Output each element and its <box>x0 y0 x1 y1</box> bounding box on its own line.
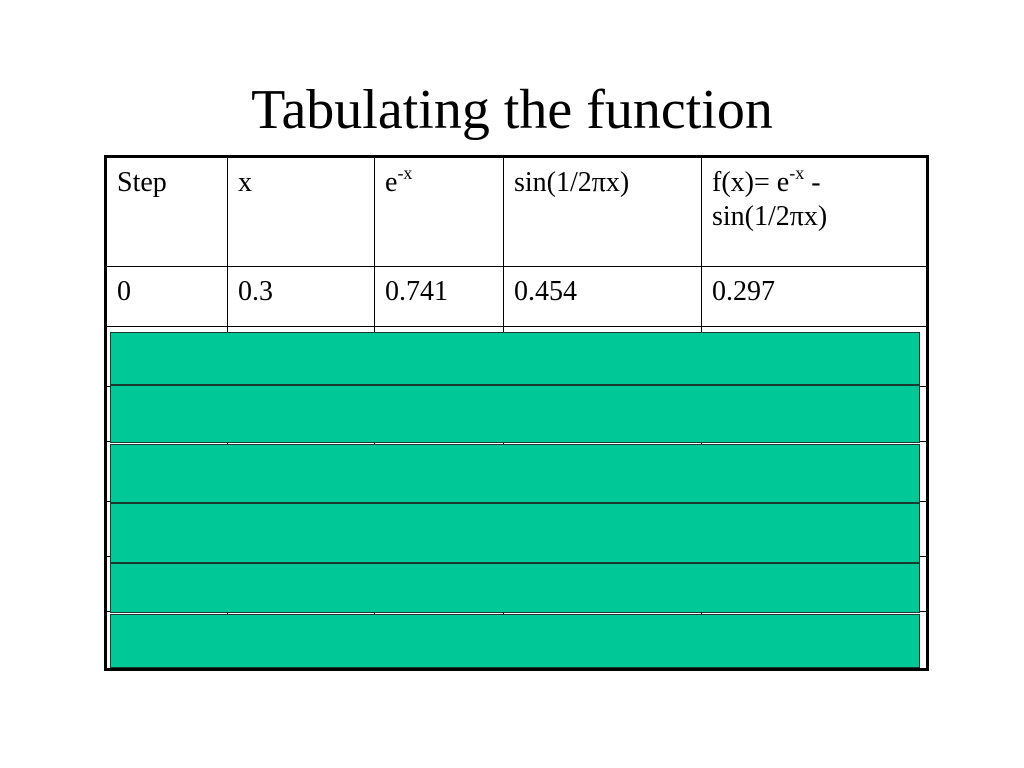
table-cell: 0.454 <box>503 266 702 327</box>
slide-title: Tabulating the function <box>251 79 773 141</box>
table-cell: 0.741 <box>374 266 504 327</box>
header-cell: f(x)= e-x - sin(1/2πx) <box>701 156 928 267</box>
header-cell: Step <box>105 156 228 267</box>
superscript: -x <box>397 163 413 183</box>
header-text: - sin(1/2πx) <box>712 167 828 232</box>
cover-box <box>110 503 920 563</box>
cover-box <box>110 385 920 443</box>
header-text: f(x)= e <box>712 167 790 198</box>
cover-box <box>110 444 920 503</box>
header-cell: sin(1/2πx) <box>503 156 702 267</box>
table-cell: 0.3 <box>227 266 375 327</box>
table-cell: 0.297 <box>701 266 928 327</box>
header-cell: e-x <box>374 156 504 267</box>
header-row: Step x e-x sin(1/2πx) f(x)= e-x - sin(1/2πx) <box>105 156 928 267</box>
table-row: 0 0.3 0.741 0.454 0.297 <box>105 266 928 327</box>
cover-box <box>110 332 920 385</box>
header-text: x <box>238 167 252 198</box>
cover-box <box>110 563 920 613</box>
header-text: e <box>385 167 398 198</box>
header-text: sin(1/2πx) <box>514 167 630 198</box>
header-cell: x <box>227 156 375 267</box>
header-text: Step <box>117 167 167 198</box>
cover-box <box>110 614 920 668</box>
superscript: -x <box>789 163 805 183</box>
table-cell: 0 <box>105 266 228 327</box>
